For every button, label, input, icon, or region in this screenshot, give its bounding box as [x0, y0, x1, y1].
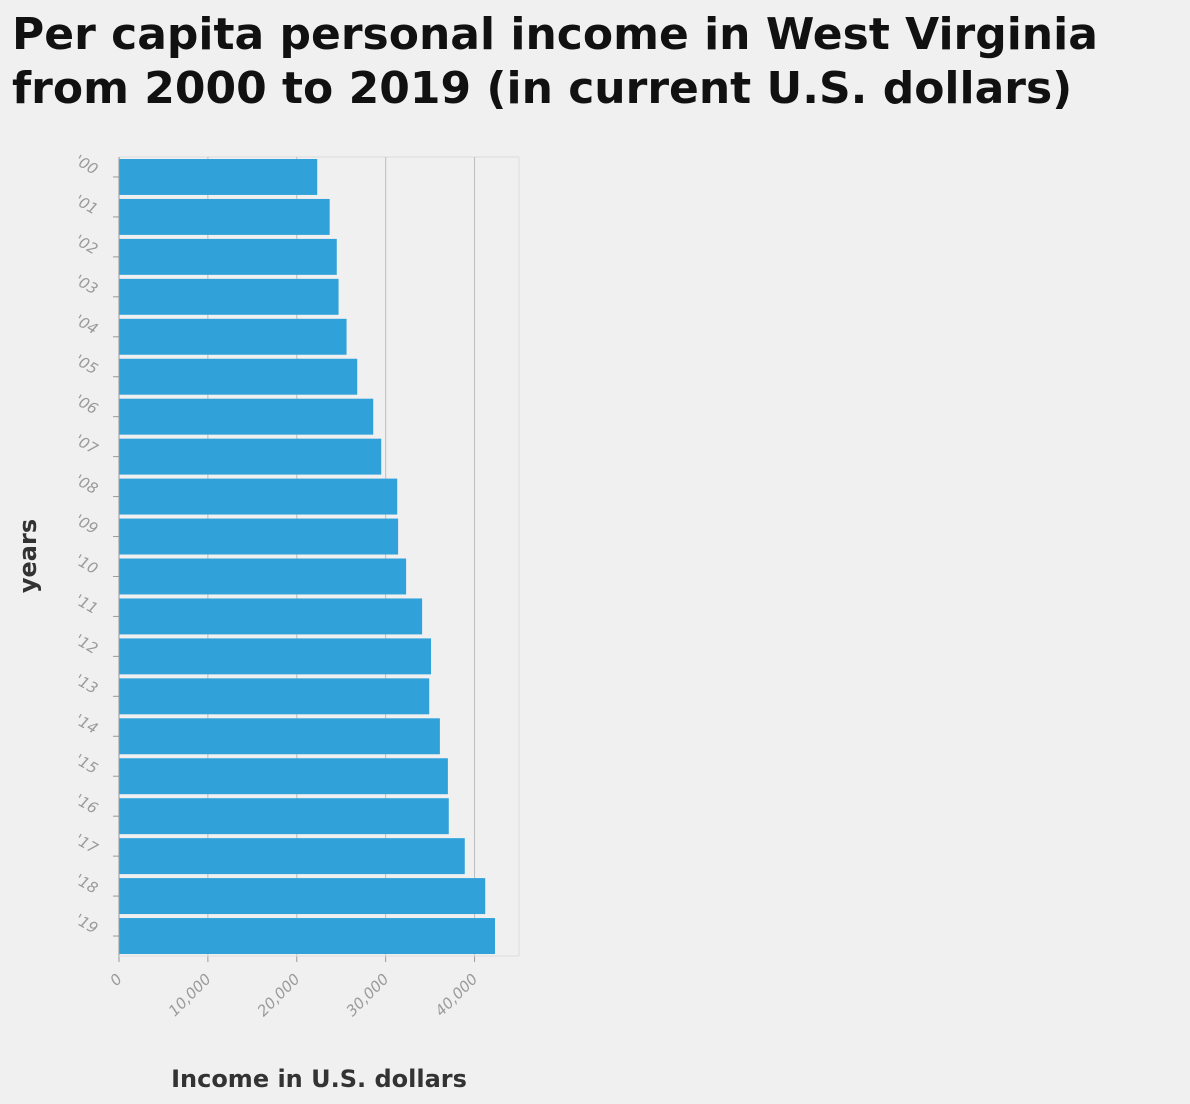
bars [119, 159, 495, 954]
bar [119, 159, 318, 195]
bar [119, 278, 339, 315]
y-tick-label: '10 [72, 551, 101, 578]
bar [119, 878, 486, 915]
x-tick-label: 0 [106, 970, 125, 989]
bar [119, 638, 431, 675]
y-tick-label: '19 [72, 910, 101, 937]
bar [119, 558, 407, 595]
bar [119, 918, 495, 954]
chart-title: Per capita personal income in West Virgi… [12, 8, 1182, 116]
bar [119, 438, 382, 475]
y-tick-label: '14 [72, 711, 101, 738]
bar [119, 478, 398, 515]
y-tick-label: '09 [72, 511, 101, 538]
bar [119, 198, 330, 235]
x-tick-label: 40,000 [432, 970, 482, 1020]
y-tick-label: '12 [72, 631, 101, 658]
y-tick-label: '11 [72, 591, 101, 618]
x-axis-title: Income in U.S. dollars [171, 1065, 467, 1093]
y-axis-title: years [14, 519, 42, 593]
y-tick-label: '01 [72, 191, 101, 218]
y-tick-label: '16 [72, 790, 101, 817]
x-tick-label: 20,000 [254, 970, 304, 1020]
chart-title-line-1: Per capita personal income in West Virgi… [12, 9, 1098, 60]
y-tick-label: '08 [72, 471, 101, 498]
bar [119, 838, 465, 875]
x-tick-label: 10,000 [165, 970, 215, 1020]
bar [119, 718, 440, 755]
bar [119, 518, 399, 555]
y-tick-label: '03 [72, 271, 101, 298]
y-tick-label: '17 [72, 830, 101, 857]
y-tick-label: '18 [72, 870, 101, 897]
bar [119, 598, 423, 635]
x-tick-label: 30,000 [343, 970, 393, 1020]
y-tick-label: '04 [72, 311, 101, 338]
bar [119, 798, 449, 835]
y-tick-label: '05 [72, 351, 101, 378]
bar [119, 398, 374, 435]
plot-area [119, 157, 519, 956]
y-tick-label: '02 [72, 231, 101, 258]
y-tick-label: '00 [72, 151, 101, 178]
bar [119, 318, 347, 355]
chart-title-line-2: from 2000 to 2019 (in current U.S. dolla… [12, 63, 1073, 114]
y-tick-label: '07 [72, 431, 101, 458]
bar [119, 678, 430, 715]
y-tick-label: '15 [72, 750, 101, 777]
y-tick-label: '13 [72, 671, 101, 698]
bar [119, 238, 337, 275]
bar [119, 358, 358, 395]
bar [119, 758, 448, 795]
y-tick-label: '06 [72, 391, 101, 418]
